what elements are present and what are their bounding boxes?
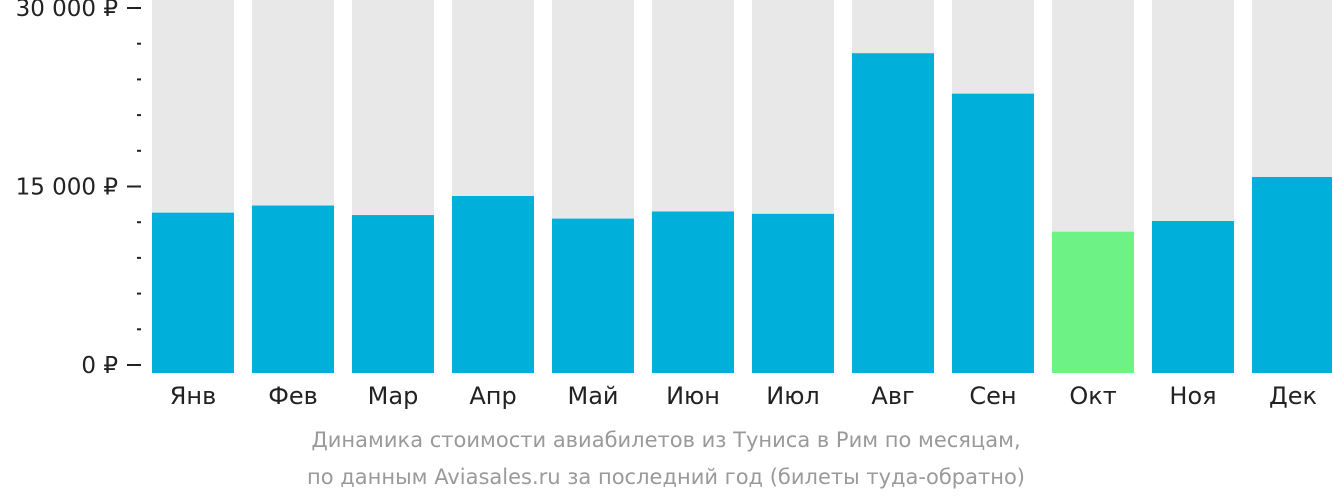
bar-1 [152,212,234,373]
bar-2 [252,205,334,373]
bar-7 [752,213,834,373]
x-tick-label: Фев [268,382,318,410]
x-tick-label: Сен [969,382,1016,410]
y-axis: 30 000 ₽ 15 000 ₽ 0 ₽ [16,0,141,379]
bar-8 [852,53,934,373]
y-tick-label: 15 000 ₽ [16,175,118,201]
x-tick-label: Май [567,382,618,410]
bar-3 [352,215,434,373]
bar-5 [552,218,634,373]
y-tick-label: 30 000 ₽ [16,0,118,22]
chart-caption-line2: по данным Aviasales.ru за последний год … [307,465,1025,489]
x-tick-label: Окт [1069,382,1116,410]
bar-11 [1152,221,1234,373]
bar-4 [452,196,534,373]
bars [152,53,1332,374]
x-tick-label: Апр [469,382,516,410]
y-tick-label: 0 ₽ [81,353,118,379]
bar-9 [952,93,1034,374]
bar-10 [1052,231,1134,373]
x-tick-label: Июл [766,382,820,410]
x-tick-label: Июн [666,382,720,410]
bar-12 [1252,176,1332,373]
x-tick-label: Ноя [1169,382,1216,410]
price-chart: 30 000 ₽ 15 000 ₽ 0 ₽ Янв Фев Мар Апр Май Июн Ию… [16,0,1332,410]
bar-6 [652,211,734,373]
x-tick-label: Мар [368,382,419,410]
chart-caption-line1: Динамика стоимости авиабилетов из Туниса… [311,428,1021,452]
x-tick-label: Янв [170,382,217,410]
x-tick-label: Авг [871,382,914,410]
x-axis-labels: Янв Фев Мар Апр Май Июн Июл Авг Сен Окт Ноя Дек [170,382,1317,410]
x-tick-label: Дек [1269,382,1317,410]
